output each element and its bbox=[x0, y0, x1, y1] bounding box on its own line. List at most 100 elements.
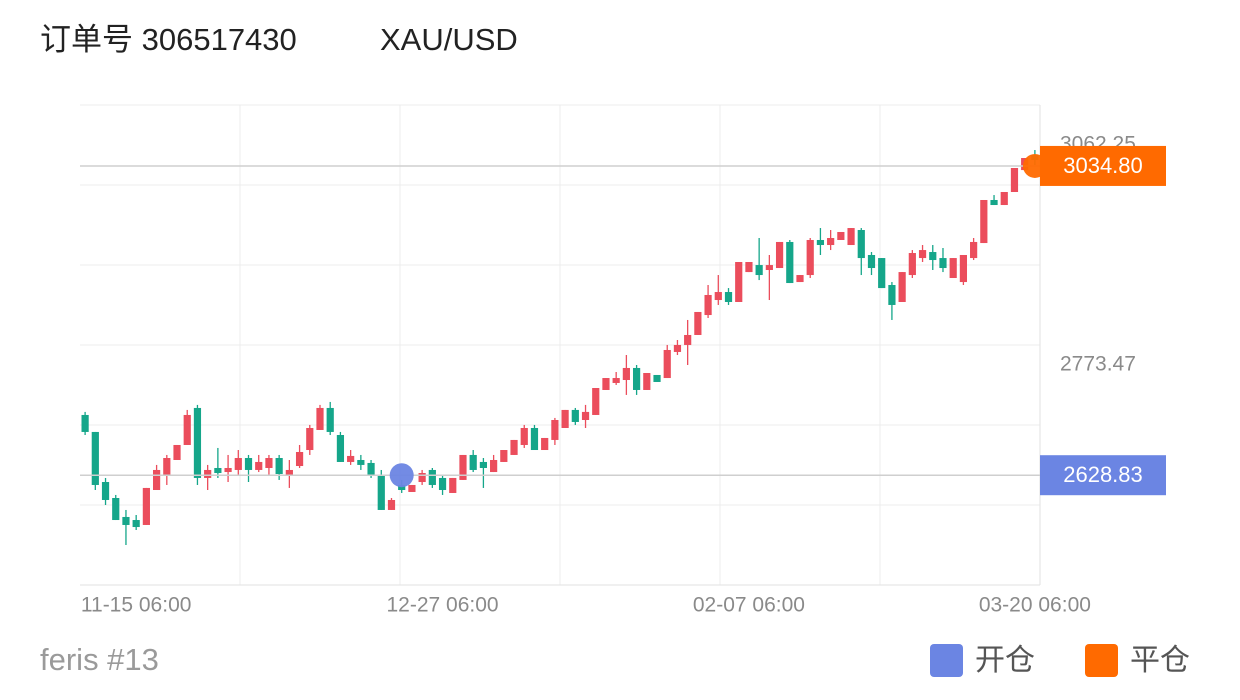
candle-body bbox=[520, 427, 528, 445]
candle-body bbox=[816, 239, 825, 246]
symbol: XAU/USD bbox=[380, 22, 518, 57]
candle-body bbox=[224, 467, 232, 473]
candle-body bbox=[602, 378, 610, 390]
legend: 开仓 平仓 bbox=[930, 644, 1190, 677]
candle-body bbox=[643, 372, 651, 390]
candle-body bbox=[908, 253, 916, 276]
candle-body bbox=[234, 458, 242, 470]
candle-body bbox=[326, 407, 334, 432]
legend-label: 开仓 bbox=[975, 644, 1035, 677]
candle-body bbox=[959, 254, 968, 283]
candle-body bbox=[939, 258, 947, 269]
candle-body bbox=[490, 459, 498, 473]
candle-body bbox=[857, 230, 865, 259]
candle-body bbox=[806, 239, 814, 276]
legend-swatch bbox=[930, 644, 963, 677]
candle-body bbox=[101, 482, 110, 500]
candle-body bbox=[438, 477, 447, 491]
candle-body bbox=[918, 250, 927, 259]
candle-body bbox=[632, 367, 641, 390]
candle-body bbox=[336, 435, 345, 462]
candle-body bbox=[929, 252, 937, 261]
y-tick-label: 2773.47 bbox=[1060, 353, 1136, 376]
x-tick-label: 11-15 06:00 bbox=[81, 594, 192, 617]
position-marker bbox=[1022, 153, 1047, 178]
candle-body bbox=[510, 439, 518, 455]
x-tick-label: 02-07 06:00 bbox=[693, 594, 805, 617]
legend-label: 平仓 bbox=[1130, 644, 1190, 677]
candle-body bbox=[561, 409, 569, 428]
candle-body bbox=[888, 285, 896, 305]
candle-body bbox=[581, 411, 590, 420]
candle-body bbox=[255, 461, 263, 470]
candle-body bbox=[827, 238, 835, 246]
candle-body bbox=[428, 469, 436, 485]
candle-body bbox=[878, 258, 886, 289]
candle-body bbox=[551, 419, 559, 440]
position-marker bbox=[389, 463, 414, 488]
candle-body bbox=[1000, 191, 1008, 206]
candle-body bbox=[132, 520, 140, 528]
candle-body bbox=[357, 459, 365, 465]
candle-body bbox=[295, 451, 304, 467]
candle-body bbox=[193, 407, 202, 478]
candle-body bbox=[592, 388, 600, 415]
candle-body bbox=[673, 344, 682, 352]
candle-body bbox=[714, 292, 722, 301]
candle-body bbox=[285, 469, 293, 475]
candle-body bbox=[530, 427, 539, 451]
candle-body bbox=[469, 454, 477, 470]
candle-body bbox=[377, 474, 385, 510]
price-label: 3034.80 bbox=[1063, 153, 1143, 178]
candle-body bbox=[244, 458, 253, 470]
candle-body bbox=[408, 484, 416, 492]
candle-body bbox=[214, 467, 222, 474]
price-label-box bbox=[1040, 455, 1166, 496]
candle-body bbox=[306, 427, 314, 451]
candle-body bbox=[694, 311, 702, 335]
price-label-box bbox=[1040, 145, 1166, 186]
candle-body bbox=[122, 516, 130, 525]
candle-body bbox=[173, 444, 181, 460]
candle-body bbox=[183, 414, 191, 445]
candle-body bbox=[316, 407, 324, 430]
candle-body bbox=[541, 437, 549, 451]
candle-body bbox=[735, 262, 743, 302]
candle-body bbox=[479, 461, 488, 468]
candle-body bbox=[847, 228, 855, 246]
candle-body bbox=[612, 378, 620, 383]
candle-body bbox=[684, 334, 692, 345]
plot-background bbox=[80, 104, 1041, 586]
candle-body bbox=[775, 241, 784, 269]
candle-body bbox=[745, 262, 753, 273]
candle-body bbox=[796, 275, 804, 283]
candle-body bbox=[970, 241, 978, 259]
candle-body bbox=[81, 414, 89, 432]
x-tick-label: 03-20 06:00 bbox=[979, 594, 1091, 617]
candle-body bbox=[653, 374, 661, 382]
candle-body bbox=[724, 292, 733, 302]
legend-swatch bbox=[1085, 644, 1118, 677]
price-label: 2628.83 bbox=[1063, 462, 1143, 487]
account: feris #13 bbox=[40, 642, 159, 677]
candle-body bbox=[765, 265, 773, 271]
candle-body bbox=[112, 498, 120, 521]
candle-body bbox=[500, 450, 508, 462]
candle-body bbox=[387, 499, 396, 510]
candle-body bbox=[980, 199, 988, 244]
candle-body bbox=[622, 367, 630, 381]
candle-body bbox=[275, 458, 283, 475]
candle-body bbox=[837, 231, 845, 240]
candle-body bbox=[91, 431, 99, 485]
candle-body bbox=[786, 241, 794, 284]
candle-body bbox=[347, 455, 355, 462]
candle-body bbox=[418, 473, 426, 483]
candle-body bbox=[152, 469, 161, 491]
position-markers: 2628.83 3034.80 bbox=[80, 145, 1166, 496]
candle-body bbox=[1010, 167, 1019, 192]
candle-body bbox=[949, 258, 957, 279]
candle-body bbox=[990, 199, 998, 206]
